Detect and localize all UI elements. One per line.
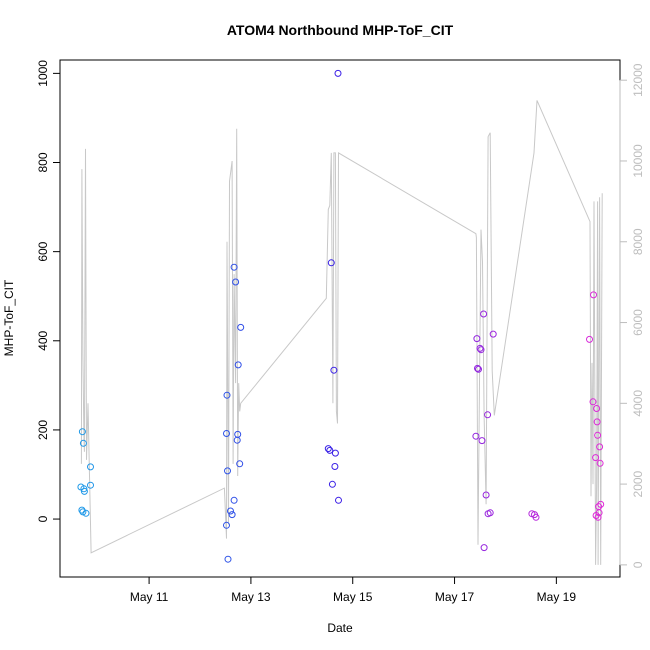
- data-point: [224, 467, 231, 475]
- y-right-tick-label: 10000: [631, 144, 645, 178]
- data-point: [331, 449, 339, 457]
- data-point: [480, 544, 488, 552]
- x-tick-label: May 17: [435, 590, 475, 604]
- y-tick-label: 200: [36, 420, 50, 440]
- data-point: [237, 323, 245, 331]
- data-point: [489, 330, 497, 338]
- data-point: [480, 310, 488, 318]
- data-point: [476, 344, 484, 352]
- data-point: [474, 364, 481, 372]
- y-tick-label: 1000: [36, 60, 50, 87]
- y-tick-label: 0: [36, 515, 50, 522]
- data-point: [478, 437, 486, 445]
- data-point: [596, 443, 604, 451]
- points-layer: [77, 69, 605, 563]
- data-point: [78, 428, 86, 436]
- y-right-tick-label: 0: [631, 561, 645, 568]
- line-series: [80, 100, 603, 565]
- data-point: [334, 69, 342, 77]
- data-point: [80, 485, 88, 493]
- data-point: [594, 431, 602, 439]
- data-point: [475, 365, 482, 373]
- data-point: [87, 463, 94, 471]
- chart-title: ATOM4 Northbound MHP-ToF_CIT: [227, 22, 454, 38]
- line-series-layer: [80, 100, 603, 565]
- y-tick-label: 800: [36, 152, 50, 172]
- data-point: [589, 398, 597, 406]
- data-point: [223, 391, 231, 399]
- data-point: [486, 509, 494, 517]
- data-point: [477, 346, 485, 354]
- plot-frame: [59, 59, 621, 578]
- data-point: [335, 496, 342, 504]
- data-point: [87, 481, 94, 489]
- x-tick-label: May 11: [130, 590, 169, 604]
- y-right-tick-label: 6000: [631, 309, 645, 336]
- data-point: [472, 432, 480, 440]
- data-point: [473, 335, 481, 343]
- y-axis-right: 0 2000 4000 6000 8000 10000 12000: [619, 63, 645, 568]
- data-point: [232, 278, 240, 286]
- data-point: [326, 446, 334, 454]
- y-right-tick-label: 2000: [631, 470, 645, 497]
- y-tick-label: 600: [36, 241, 50, 261]
- x-tick-label: May 19: [537, 590, 577, 604]
- data-point: [324, 445, 332, 453]
- data-point: [236, 460, 244, 468]
- x-axis-label: Date: [327, 621, 353, 635]
- data-point: [234, 361, 242, 369]
- y-axis-left: 0 200 400 600 800 1000: [36, 60, 61, 522]
- data-point: [595, 509, 603, 517]
- data-point: [224, 555, 232, 563]
- x-tick-label: May 13: [231, 590, 271, 604]
- data-point: [331, 463, 339, 470]
- y-tick-label: 400: [36, 330, 50, 350]
- data-point: [482, 491, 490, 499]
- data-point: [590, 291, 597, 299]
- data-point: [230, 263, 238, 271]
- x-axis: May 11 May 13 May 15 May 17 May 19: [130, 576, 577, 604]
- data-point: [82, 509, 90, 517]
- data-point: [593, 405, 601, 412]
- y-right-tick-label: 12000: [631, 63, 645, 97]
- data-point: [230, 496, 238, 504]
- x-tick-label: May 15: [333, 590, 373, 604]
- data-point: [223, 521, 230, 529]
- data-point: [593, 418, 601, 426]
- data-point: [79, 439, 87, 447]
- y-right-tick-label: 8000: [631, 228, 645, 255]
- data-point: [594, 513, 602, 521]
- data-point: [80, 487, 88, 495]
- y-right-tick-label: 4000: [631, 390, 645, 417]
- data-point: [328, 480, 336, 488]
- data-point: [484, 411, 492, 419]
- data-point: [532, 513, 540, 521]
- data-point: [227, 507, 234, 515]
- data-point: [586, 335, 593, 343]
- data-point: [327, 259, 335, 267]
- data-point: [228, 511, 236, 519]
- data-point: [596, 459, 604, 467]
- data-point: [223, 430, 230, 437]
- data-point: [330, 366, 338, 374]
- data-point: [234, 430, 242, 438]
- y-axis-label: MHP-ToF_CIT: [2, 279, 16, 356]
- data-point: [597, 500, 605, 508]
- data-point: [592, 454, 600, 462]
